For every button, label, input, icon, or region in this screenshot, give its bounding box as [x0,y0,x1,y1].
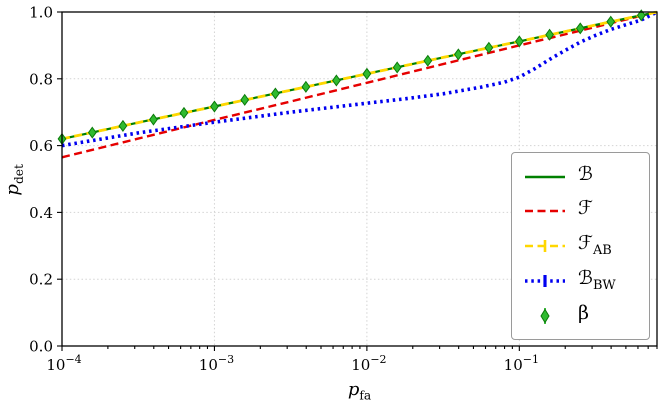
beta-marker [149,113,158,126]
legend-label-BBW: ℬBW [578,266,616,293]
y-tick-label: 0.6 [29,137,53,155]
y-tick-label: 0.2 [29,271,53,289]
legend-label-beta: β [578,301,589,324]
x-tick-label: 10−2 [351,353,386,374]
legend-item-F: ℱ [522,195,639,228]
legend: ℬ ℱ ℱAB ℬBW β [511,152,650,340]
legend-line-FAB-icon [525,240,565,252]
legend-item-FAB: ℱAB [522,230,639,263]
beta-marker [301,80,311,93]
beta-marker [392,61,402,74]
x-tick-label: 10−3 [199,353,234,374]
beta-marker [545,28,555,41]
legend-label-FAB: ℱAB [578,232,612,258]
y-axis-label-var: p [2,184,24,196]
series-line-F [61,10,658,159]
legend-item-beta: β [522,299,639,332]
legend-line-B-icon [525,175,565,178]
legend-label-F: ℱ [578,197,593,220]
beta-marker [453,48,463,61]
legend-item-B: ℬ [522,160,639,193]
legend-line-F-icon [525,210,565,213]
beta-marker [362,67,372,80]
legend-item-BBW: ℬBW [522,264,639,297]
beta-marker [423,54,433,67]
x-tick-label: 10−4 [46,353,81,374]
y-tick-label: 0.8 [29,70,53,88]
beta-marker [87,126,97,139]
beta-marker [575,22,585,35]
y-tick-label: 1.0 [29,4,53,22]
x-tick-label: 10−1 [504,353,539,374]
beta-marker [240,93,250,106]
legend-label-B: ℬ [578,162,593,185]
series-line-F_AB [61,10,658,141]
x-axis-label: pfa [62,379,657,403]
legend-line-BBW-icon [525,274,565,287]
x-axis-label-sub: fa [359,388,372,403]
beta-marker [636,9,646,22]
y-tick-label: 0.0 [29,338,53,356]
plot-border [61,11,658,347]
legend-marker-beta-icon [540,307,550,324]
beta-marker [484,41,494,54]
beta-marker [514,35,524,48]
beta-marker [331,74,341,87]
beta-marker [270,87,280,100]
beta-marker [118,119,128,132]
beta-marker [606,15,616,28]
y-axis-label: pdet [2,120,26,240]
beta-marker [210,100,219,113]
y-axis-label-sub: det [11,164,26,185]
beta-marker [179,106,189,119]
x-axis-label-var: p [347,379,360,400]
y-tick-label: 0.4 [29,204,53,222]
